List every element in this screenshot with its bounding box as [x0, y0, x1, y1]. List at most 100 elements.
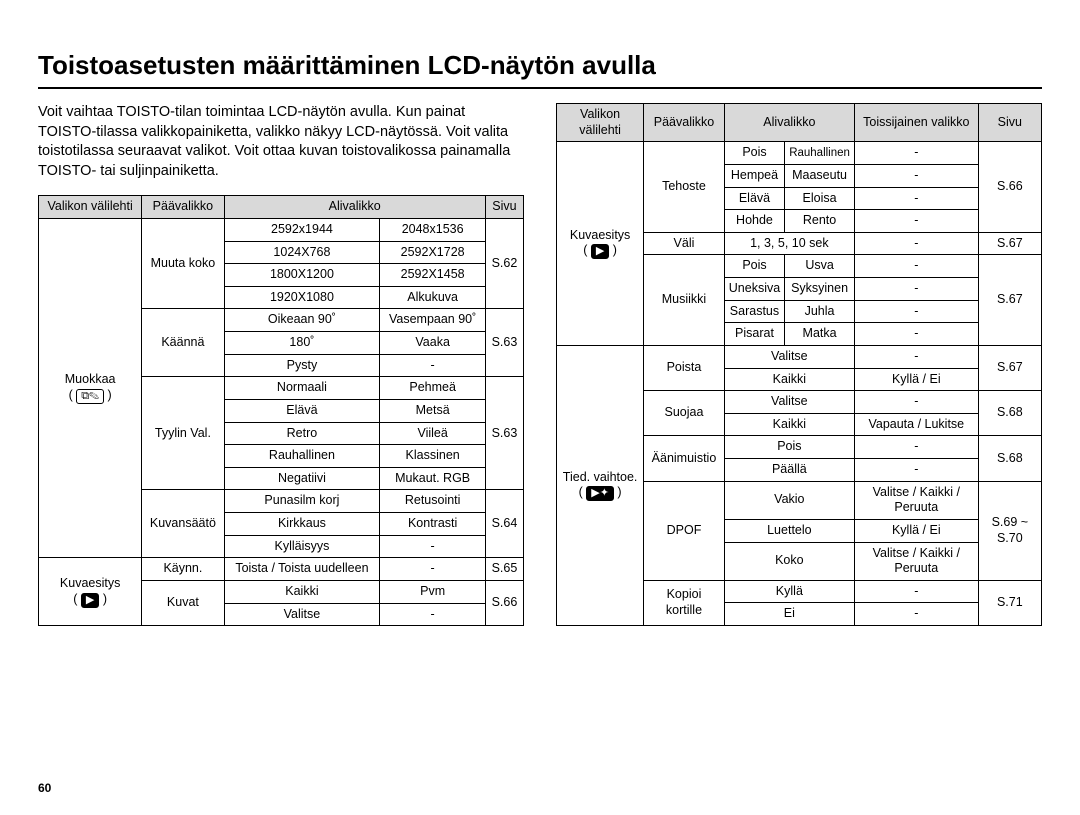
main-suojaa: Suojaa: [644, 391, 725, 436]
cell: 2048x1536: [380, 218, 486, 241]
left-table: Valikon välilehti Päävalikko Alivalikko …: [38, 195, 524, 626]
cell: Kirkkaus: [224, 513, 380, 536]
page-ref: S.63: [485, 377, 523, 490]
cell: Klassinen: [380, 445, 486, 468]
left-column: Voit vaihtaa TOISTO-tilan toimintaa LCD-…: [38, 103, 524, 626]
cell: Vaaka: [380, 332, 486, 355]
cell: 1800X1200: [224, 264, 380, 287]
cell: -: [854, 391, 978, 414]
hdr-secondary: Toissijainen valikko: [854, 104, 978, 142]
cell: -: [854, 345, 978, 368]
cell: Oikeaan 90˚: [224, 309, 380, 332]
page-ref: S.66: [485, 580, 523, 625]
page-title: Toistoasetusten määrittäminen LCD-näytön…: [38, 50, 1042, 89]
page-ref: S.67: [978, 255, 1041, 346]
page-ref: S.67: [978, 232, 1041, 255]
cell: Kaikki: [224, 580, 380, 603]
hdr-page: Sivu: [978, 104, 1041, 142]
cell: -: [854, 323, 978, 346]
right-table: Valikon välilehti Päävalikko Alivalikko …: [556, 103, 1042, 626]
cell: 1920X1080: [224, 286, 380, 309]
main-musiikki: Musiikki: [644, 255, 725, 346]
cell: -: [380, 354, 486, 377]
cell: Koko: [724, 542, 854, 580]
cell: -: [854, 278, 978, 301]
cell: Uneksiva: [724, 278, 784, 301]
cell: Kylläisyys: [224, 535, 380, 558]
cell: -: [380, 535, 486, 558]
cell: Mukaut. RGB: [380, 467, 486, 490]
cell: Elävä: [724, 187, 784, 210]
cell: -: [380, 558, 486, 581]
cell: Kontrasti: [380, 513, 486, 536]
page-ref: S.62: [485, 218, 523, 309]
tab-tied-vaihtoe: Tied. vaihtoe. ( ▶✦ ): [557, 345, 644, 625]
cell: -: [380, 603, 486, 626]
cell: Hempeä: [724, 164, 784, 187]
cell: Vapauta / Lukitse: [854, 413, 978, 436]
cell: Pois: [724, 436, 854, 459]
cell: Luettelo: [724, 519, 854, 542]
cell: Negatiivi: [224, 467, 380, 490]
cell: Alkukuva: [380, 286, 486, 309]
tab-kuvaesitys: Kuvaesitys ( ▶ ): [557, 142, 644, 346]
page-ref: S.66: [978, 142, 1041, 233]
tab-kuvaesitys: Kuvaesitys ( ▶ ): [39, 558, 142, 626]
cell: Valitse / Kaikki / Peruuta: [854, 481, 978, 519]
cell: Usva: [785, 255, 855, 278]
cell: 2592X1458: [380, 264, 486, 287]
main-kaynn: Käynn.: [142, 558, 224, 581]
edit-icon: ⧉✎: [76, 389, 104, 404]
cell: Pehmeä: [380, 377, 486, 400]
cell: Kyllä / Ei: [854, 519, 978, 542]
page-ref: S.68: [978, 436, 1041, 481]
cell: Pois: [724, 255, 784, 278]
cell: Retro: [224, 422, 380, 445]
cell: Rauhallinen: [785, 142, 855, 165]
cell: Kaikki: [724, 368, 854, 391]
slideshow-icon: ▶: [591, 244, 609, 259]
main-poista: Poista: [644, 345, 725, 390]
page-number: 60: [38, 781, 51, 795]
hdr-tab: Valikon välilehti: [557, 104, 644, 142]
cell: Punasilm korj: [224, 490, 380, 513]
slideshow-icon: ▶: [81, 593, 99, 608]
hdr-page: Sivu: [485, 196, 523, 219]
page-ref: S.65: [485, 558, 523, 581]
cell: Kaikki: [724, 413, 854, 436]
cell: -: [854, 187, 978, 210]
cell: Retusointi: [380, 490, 486, 513]
cell: Syksyinen: [785, 278, 855, 301]
cell: Rauhallinen: [224, 445, 380, 468]
cell: Pois: [724, 142, 784, 165]
cell: -: [854, 580, 978, 603]
cell: Ei: [724, 603, 854, 626]
cell: 180˚: [224, 332, 380, 355]
main-kuvat: Kuvat: [142, 580, 224, 625]
hdr-tab: Valikon välilehti: [39, 196, 142, 219]
page-ref: S.63: [485, 309, 523, 377]
cell: Päällä: [724, 459, 854, 482]
cell: -: [854, 300, 978, 323]
hdr-main: Päävalikko: [142, 196, 224, 219]
cell: Pisarat: [724, 323, 784, 346]
content-columns: Voit vaihtaa TOISTO-tilan toimintaa LCD-…: [38, 103, 1042, 626]
cell: Valitse: [724, 345, 854, 368]
cell: -: [854, 255, 978, 278]
cell: -: [854, 459, 978, 482]
cell: Pvm: [380, 580, 486, 603]
right-column: Valikon välilehti Päävalikko Alivalikko …: [556, 103, 1042, 626]
cell: Metsä: [380, 399, 486, 422]
cell: -: [854, 436, 978, 459]
cell: Maaseutu: [785, 164, 855, 187]
cell: Kyllä / Ei: [854, 368, 978, 391]
cell: 2592x1944: [224, 218, 380, 241]
main-vali: Väli: [644, 232, 725, 255]
cell: Matka: [785, 323, 855, 346]
cell: Juhla: [785, 300, 855, 323]
cell: Hohde: [724, 210, 784, 233]
cell: Viileä: [380, 422, 486, 445]
main-kopioi: Kopioi kortille: [644, 580, 725, 625]
cell: Vakio: [724, 481, 854, 519]
page-ref: S.71: [978, 580, 1041, 625]
